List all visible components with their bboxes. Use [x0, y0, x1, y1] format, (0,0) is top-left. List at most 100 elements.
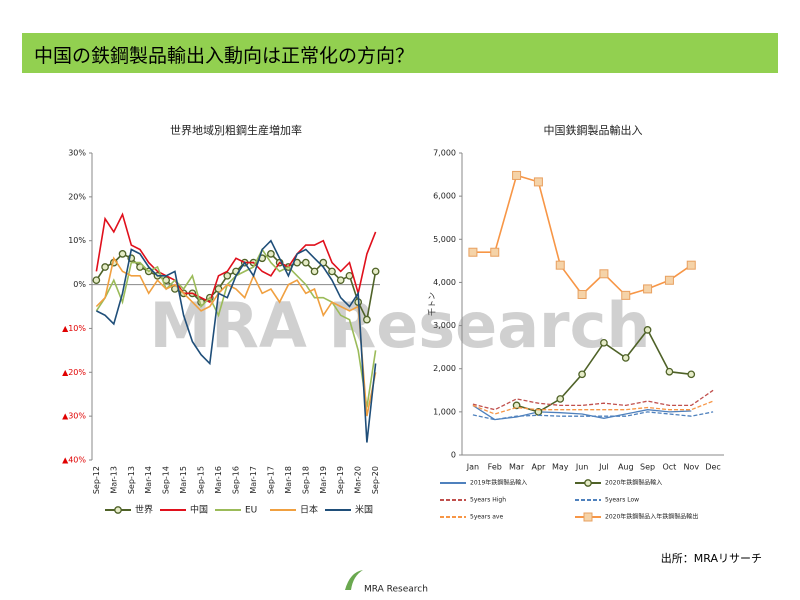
point — [301, 258, 310, 267]
point — [621, 354, 630, 362]
y-tick-label: 10% — [68, 236, 86, 245]
series-line — [472, 400, 714, 415]
legend-label: EU — [245, 506, 257, 516]
x-tick-label: Sep-15 — [197, 466, 206, 494]
point — [512, 170, 522, 180]
legend-label: 2019年鉄鋼製品輸入 — [470, 479, 527, 487]
logo: MRA Research — [345, 570, 428, 595]
x-tick-label: Mar-18 — [284, 466, 293, 494]
logo-icon — [345, 570, 363, 590]
x-tick-label: Sep-18 — [301, 466, 310, 494]
logo-text: MRA Research — [364, 585, 428, 595]
y-tick-label: ▲30% — [62, 412, 86, 421]
y-tick-label: 0 — [451, 451, 456, 460]
x-tick-label: Mar-19 — [319, 466, 328, 494]
point — [223, 271, 232, 280]
legend-label: 世界 — [135, 504, 153, 516]
point — [328, 267, 336, 276]
legend-label: 2020年鉄鋼製品輸入 — [605, 479, 662, 487]
point — [512, 401, 521, 410]
x-tick-label: Nov — [683, 463, 699, 472]
y-tick-label: ▲10% — [62, 324, 86, 333]
y-tick-label: 2,000 — [433, 364, 456, 373]
chart-title: 中国鉄鋼製品輸出入 — [544, 123, 643, 137]
point — [371, 267, 380, 276]
series — [472, 389, 714, 411]
point — [577, 290, 587, 300]
x-tick-label: Mar-20 — [354, 466, 363, 494]
point — [319, 258, 328, 267]
y-tick-label: 3,000 — [433, 321, 456, 330]
point — [599, 269, 609, 279]
series — [472, 400, 714, 415]
legend-label: 5years ave — [470, 514, 503, 521]
point — [583, 512, 593, 522]
point — [114, 506, 122, 514]
series-line — [95, 256, 377, 417]
point — [136, 263, 144, 271]
point — [92, 276, 101, 285]
series — [512, 326, 696, 416]
point — [643, 284, 653, 294]
x-tick-label: Jun — [575, 463, 589, 472]
series-line — [472, 174, 692, 297]
series — [96, 239, 377, 443]
x-tick-label: Jul — [598, 463, 609, 472]
point — [665, 367, 674, 376]
y-tick-label: 30% — [68, 149, 86, 158]
x-tick-label: Sep-16 — [232, 466, 241, 494]
point — [490, 247, 500, 257]
point — [686, 260, 696, 270]
point — [336, 276, 345, 285]
point — [555, 260, 565, 270]
y-tick-label: 1,000 — [433, 407, 456, 416]
y-tick-label: 4,000 — [433, 278, 456, 287]
point — [578, 370, 586, 379]
series-line — [472, 389, 714, 411]
x-tick-label: Sep-12 — [92, 466, 101, 494]
x-tick-label: Jan — [466, 463, 479, 472]
series — [95, 256, 377, 417]
slide-title: 中国の鉄鋼製品輸出入動向は正常化の方向？ — [34, 45, 415, 67]
x-tick-label: Sep-13 — [127, 466, 136, 494]
point — [267, 250, 275, 258]
point — [118, 250, 127, 258]
y-tick-label: 20% — [68, 192, 86, 201]
legend-label: 2020年鉄鋼製品入年鉄鋼製品輸出 — [605, 513, 698, 521]
point — [664, 275, 674, 285]
series — [95, 212, 377, 304]
point — [584, 479, 592, 487]
point — [363, 315, 371, 324]
point — [687, 370, 696, 379]
legend-label: 日本 — [300, 504, 318, 516]
y-tick-label: 7,000 — [433, 149, 456, 158]
x-tick-label: Mar-17 — [249, 466, 258, 494]
y-tick-label: ▲40% — [62, 456, 86, 465]
x-tick-label: Dec — [705, 463, 720, 472]
series — [472, 411, 714, 421]
x-tick-label: Sep-20 — [371, 466, 380, 494]
watermark: MRA Research — [149, 289, 650, 362]
source-note: 出所：MRAリサーチ — [660, 552, 762, 565]
legend-label: 5years Low — [605, 497, 639, 504]
point — [533, 177, 543, 187]
x-tick-label: Mar-13 — [109, 466, 118, 494]
y-tick-label: 0% — [73, 280, 86, 289]
legend-label: 米国 — [355, 504, 373, 516]
legend-label: 中国 — [190, 504, 208, 516]
y-axis-label: 千トン — [427, 292, 437, 316]
series-line — [472, 411, 714, 421]
legend-label: 5years High — [470, 497, 506, 504]
point — [345, 271, 354, 280]
y-tick-label: 6,000 — [433, 192, 456, 201]
point — [556, 395, 565, 403]
chart-title: 世界地域別粗鋼生産増加率 — [170, 123, 302, 137]
series — [468, 170, 696, 300]
x-tick-label: Mar — [509, 463, 525, 472]
x-tick-label: Sep — [640, 463, 655, 472]
series-line — [96, 239, 377, 443]
series-line — [95, 212, 377, 304]
x-tick-label: Mar-14 — [144, 466, 153, 494]
